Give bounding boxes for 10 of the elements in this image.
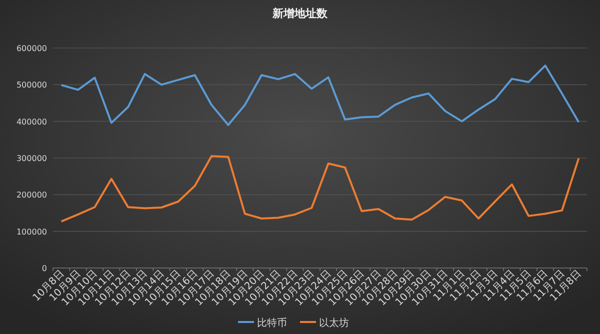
legend-label: 比特币: [257, 317, 287, 329]
y-tick-label: 0: [42, 264, 47, 273]
y-tick-label: 600000: [16, 44, 47, 53]
y-tick-label: 100000: [16, 227, 47, 236]
legend-label: 以太坊: [319, 317, 349, 329]
y-tick-label: 200000: [16, 190, 47, 200]
y-tick-label: 500000: [16, 80, 47, 90]
y-tick-label: 300000: [16, 154, 47, 163]
chart-title: 新增地址数: [272, 7, 328, 20]
y-tick-label: 400000: [16, 117, 47, 126]
